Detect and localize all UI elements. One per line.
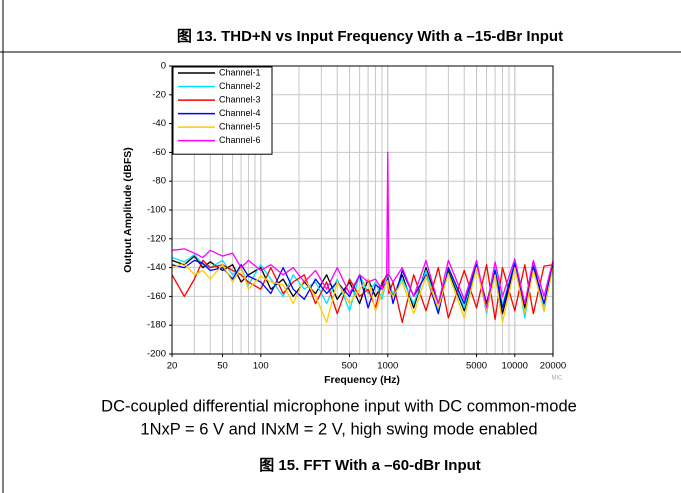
description: 1NxP = 6 V and INxM = 2 V, high swing mo… [140, 420, 537, 438]
legend-box [172, 66, 273, 155]
y-tick-label: 0 [161, 61, 166, 72]
x-tick-label: 50 [217, 361, 228, 372]
x-axis-label: Frequency (Hz) [324, 374, 400, 386]
y-tick-label: -160 [147, 291, 166, 302]
x-tick-label: 10000 [502, 361, 528, 372]
y-tick-label: -200 [147, 349, 166, 360]
legend-label: Channel-4 [219, 108, 261, 118]
x-tick-label: 20 [167, 361, 178, 372]
legend-label: Channel-2 [219, 81, 261, 91]
y-axis-label: Output Amplitude (dBFS) [122, 147, 134, 273]
y-tick-label: -20 [152, 89, 166, 100]
legend-label: Channel-1 [219, 67, 261, 77]
x-tick-label: 5000 [466, 361, 487, 372]
x-tick-label: 100 [253, 361, 269, 372]
x-tick-label: 20000 [540, 361, 566, 372]
series-line [171, 262, 554, 323]
legend-label: Channel-6 [219, 135, 261, 145]
legend-label: Channel-5 [219, 122, 261, 132]
series-line [171, 151, 554, 309]
plot-frame [171, 65, 554, 355]
legend-label: Channel-3 [219, 94, 261, 104]
y-tick-label: -120 [147, 233, 166, 244]
y-tick-label: -60 [152, 147, 166, 158]
x-tick-label: 500 [342, 361, 358, 372]
y-tick-label: -80 [152, 176, 166, 187]
watermark: MIC [552, 376, 564, 382]
figure-title: 图 15. FFT With a –60-dBr Input [259, 457, 481, 474]
y-tick-label: -140 [147, 262, 166, 273]
y-tick-label: -100 [147, 205, 166, 216]
y-tick-label: -40 [152, 118, 166, 129]
y-tick-label: -180 [147, 320, 166, 331]
description: DC-coupled differential microphone input… [101, 397, 577, 415]
figure-title: 图 13. THD+N vs Input Frequency With a –1… [177, 28, 563, 45]
x-tick-label: 1000 [377, 361, 398, 372]
